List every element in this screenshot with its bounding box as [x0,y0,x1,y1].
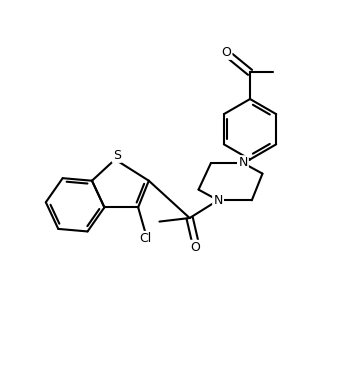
Text: N: N [238,157,248,169]
Text: Cl: Cl [139,232,151,245]
Text: S: S [113,149,121,162]
Text: O: O [190,241,200,254]
Text: O: O [221,46,231,59]
Text: N: N [213,194,223,207]
